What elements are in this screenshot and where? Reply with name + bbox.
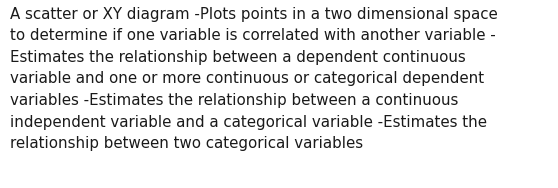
Text: A scatter or XY diagram -Plots points in a two dimensional space
to determine if: A scatter or XY diagram -Plots points in… [10,7,498,151]
